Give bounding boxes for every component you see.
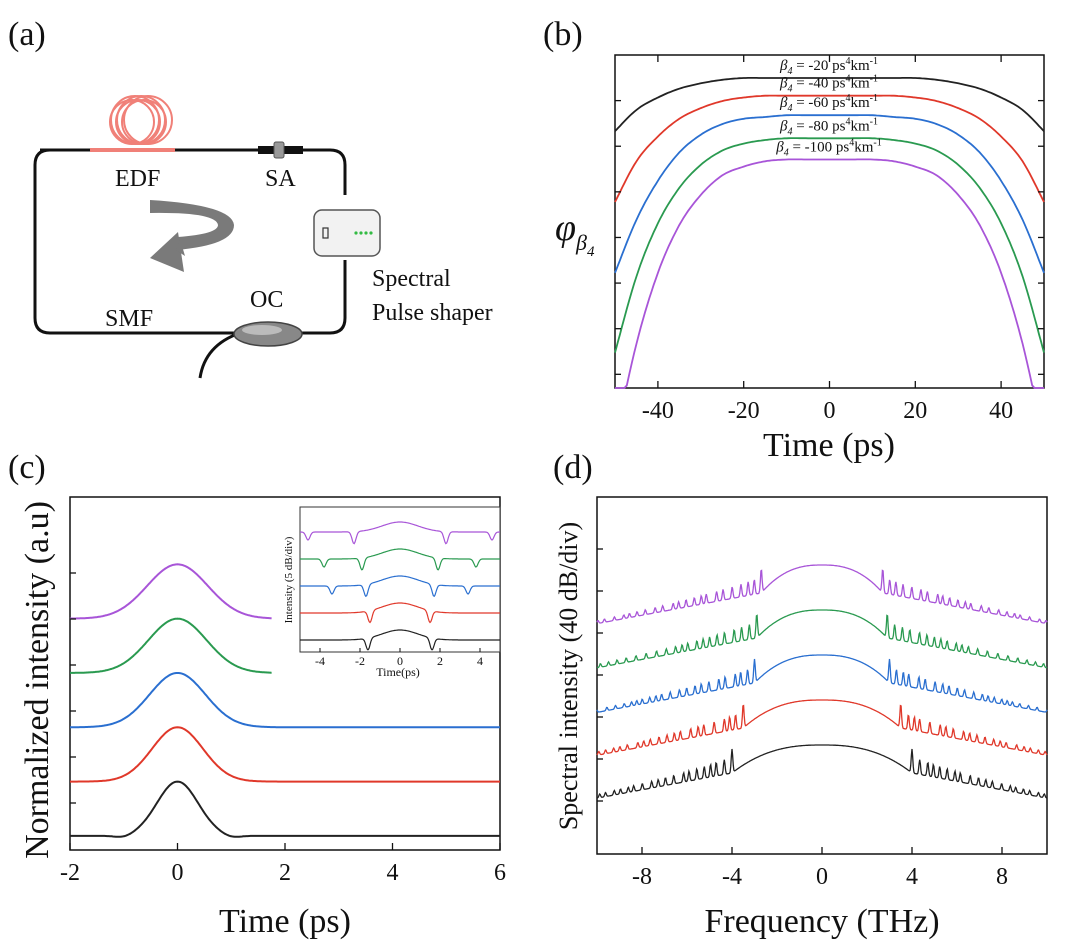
- plot-b-series-label-2: β4 = -40 ps4km-1: [779, 74, 878, 95]
- plot-c-xtick-label-2: 2: [279, 860, 291, 886]
- plot-c-series-3: [70, 672, 500, 729]
- inset-series-2: [300, 602, 500, 624]
- fiber-top: [40, 148, 347, 195]
- plot-c-series-2: [70, 726, 500, 783]
- plot-c-xtick-label-4: 6: [494, 860, 506, 886]
- inset-xtick-label-3: 2: [437, 654, 443, 668]
- plot-b-xlabel: Time (ps): [763, 427, 895, 464]
- panel-d: (d) -8 -4 0 4 8 Frequency (THz) Spectral int…: [553, 449, 1048, 940]
- plot-b-xtick-label-2: 0: [824, 398, 836, 424]
- plot-b-series-label-5: β4 = -100 ps4km-1: [775, 138, 882, 159]
- plot-d-series-2: [596, 699, 1048, 756]
- edf-label: EDF: [115, 166, 160, 192]
- plot-d-xtick-label-2: 0: [816, 864, 828, 890]
- plot-c-xtick-label-0: -2: [60, 860, 80, 886]
- plot-b-series-label-4: β4 = -80 ps4km-1: [779, 116, 878, 137]
- plot-b-series-5: [615, 158, 1044, 389]
- inset-xtick-label-1: -2: [355, 654, 365, 668]
- plot-d-xtick-label-0: -8: [632, 864, 652, 890]
- oc-label: OC: [250, 287, 283, 313]
- plot-c-xtick-label-3: 4: [387, 860, 399, 886]
- panel-c: (c) -2 0 2 4 6 Time (ps) Normalized intensit…: [8, 449, 506, 940]
- inset-xlabel: Time(ps): [376, 665, 420, 679]
- panel-d-tag: (d): [553, 449, 593, 486]
- pulse-shaper-box: [313, 209, 381, 257]
- plot-b-series-label-3: β4 = -60 ps4km-1: [779, 93, 878, 114]
- panel-a-tag: (a): [8, 16, 46, 53]
- inset-xtick-label-0: -4: [315, 654, 325, 668]
- plot-d-ylabel: Spectral intensity (40 dB/div): [554, 522, 583, 830]
- inset-series-3: [300, 575, 500, 598]
- smf-label: SMF: [105, 306, 153, 332]
- plot-d-xlabel: Frequency (THz): [704, 903, 939, 940]
- plot-d-xtick-label-1: -4: [722, 864, 742, 890]
- plot-b-series-1: [614, 77, 1045, 132]
- plot-d-series-4: [596, 609, 1048, 669]
- plot-c-ylabel: Normalized intensity (a.u): [19, 501, 56, 859]
- plot-d-xtick-label-4: 8: [996, 864, 1008, 890]
- plot-d-series-5: [596, 564, 1048, 624]
- plot-b-xtick-label-1: -20: [728, 398, 760, 424]
- shaper-label-line1: Spectral: [372, 266, 451, 292]
- plot-b-ylabel: φβ4: [555, 207, 595, 260]
- plot-d-frame: [596, 496, 1048, 855]
- shaper-label-line2: Pulse shaper: [372, 300, 493, 326]
- panel-c-tag: (c): [8, 449, 46, 486]
- inset-ylabel: Intensity (5 dB/div): [283, 536, 295, 623]
- plot-c-series-4: [70, 617, 272, 674]
- fiber-output: [198, 331, 241, 379]
- plot-b-xtick-label-3: 20: [903, 398, 927, 424]
- fiber-ring: [33, 148, 347, 335]
- oc-highlight: [242, 325, 282, 335]
- plot-b-series-2: [614, 94, 1045, 203]
- inset-xtick-label-4: 4: [477, 654, 483, 668]
- circulation-arrow: [150, 200, 234, 272]
- plot-b-series-3: [614, 114, 1045, 274]
- panel-b-tag: (b): [543, 16, 583, 53]
- inset-xtick-label-2: 0: [397, 654, 403, 668]
- plot-b-xtick-label-4: 40: [989, 398, 1013, 424]
- plot-d-series-3: [596, 654, 1048, 713]
- sa-component: [258, 141, 303, 159]
- plot-c-series-5: [69, 563, 272, 620]
- plot-b-series-label-1: β4 = -20 ps4km-1: [779, 56, 878, 77]
- edf-coil: [90, 95, 175, 152]
- plot-c-xtick-label-1: 0: [172, 860, 184, 886]
- plot-d-series-1: [596, 744, 1048, 799]
- plot-c-series-1: [70, 780, 500, 838]
- inset-frame: [299, 506, 501, 653]
- plot-b-xtick-label-0: -40: [642, 398, 674, 424]
- plot-c-xlabel: Time (ps): [219, 903, 351, 940]
- inset-series-5: [300, 521, 500, 545]
- sa-label: SA: [265, 166, 296, 192]
- panel-a: (a) EDF SA Spectra: [8, 16, 493, 379]
- plot-c-inset: -4 -2 0 2 4 Time(ps) Intensity (5 dB/div): [283, 506, 501, 679]
- inset-series-1: [300, 629, 500, 651]
- plot-b-series-4: [614, 137, 1045, 353]
- plot-d-xtick-label-3: 4: [906, 864, 918, 890]
- inset-series-4: [300, 548, 500, 571]
- panel-b: (b) β4 = -20 ps4km-1β4 = -40 ps4km-1β4 =…: [543, 16, 1045, 464]
